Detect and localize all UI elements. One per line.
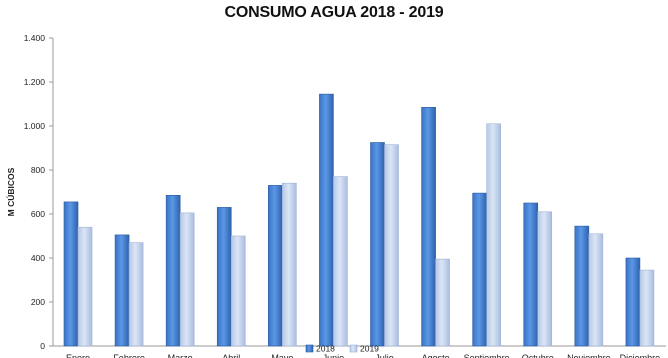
x-tick-label: Diciembre — [620, 353, 661, 358]
bar-2018-enero — [63, 201, 79, 347]
y-axis-label: M CÚBICOS — [5, 167, 16, 216]
x-tick-label: Mayo — [271, 353, 293, 358]
x-tick-label: Octubre — [522, 353, 554, 358]
bar-2019-junio — [333, 176, 348, 347]
bar-2019-octubre — [537, 211, 553, 347]
bar-2018-febrero — [114, 234, 130, 347]
y-tick-label: 1.200 — [24, 77, 46, 87]
chart-title: CONSUMO AGUA 2018 - 2019 — [224, 4, 444, 21]
bar-2019-noviembre — [588, 233, 604, 347]
bar-2019-febrero — [128, 242, 144, 347]
bar-2018-noviembre — [574, 225, 590, 347]
bar-2019-mayo — [282, 182, 297, 347]
bar-2018-octubre — [523, 202, 539, 347]
y-tick-label: 400 — [31, 253, 45, 263]
bar-2018-marzo — [165, 195, 181, 347]
y-tick-label: 600 — [31, 209, 45, 219]
bar-2019-enero — [77, 226, 93, 347]
x-tick-label: Enero — [66, 353, 90, 358]
y-tick-label: 200 — [31, 297, 45, 307]
bar-2019-septiembre — [486, 123, 501, 347]
x-tick-label: Marzo — [168, 353, 193, 358]
x-tick-label: Noviembre — [567, 353, 611, 358]
y-tick-label: 1.400 — [24, 33, 46, 43]
legend-swatch-2018 — [305, 344, 314, 353]
legend-label-2018: 2018 — [316, 344, 335, 354]
bar-2018-mayo — [268, 185, 283, 347]
bar-2018-junio — [319, 93, 334, 347]
x-tick-label: Abril — [222, 353, 240, 358]
bar-2019-marzo — [179, 212, 195, 347]
bar-2019-diciembre — [639, 269, 655, 347]
bar-2018-diciembre — [625, 257, 641, 347]
bar-2019-julio — [384, 144, 399, 347]
bar-2019-agosto — [435, 258, 450, 347]
y-tick-label: 0 — [40, 341, 45, 351]
bar-2018-julio — [370, 142, 385, 347]
bar-2018-septiembre — [472, 192, 487, 347]
bar-2019-abril — [230, 235, 246, 347]
x-tick-label: Agosto — [422, 353, 450, 358]
legend-label-2019: 2019 — [360, 344, 379, 354]
bar-2018-abril — [216, 207, 232, 347]
y-tick-label: 800 — [31, 165, 45, 175]
y-tick-label: 1.000 — [24, 121, 46, 131]
x-tick-label: Julio — [375, 353, 394, 358]
x-tick-label: Junio — [323, 353, 345, 358]
x-tick-label: Febrero — [113, 353, 145, 358]
bar-2018-agosto — [421, 107, 436, 347]
legend-swatch-2019 — [349, 344, 358, 353]
x-tick-label: Septiembre — [464, 353, 510, 358]
